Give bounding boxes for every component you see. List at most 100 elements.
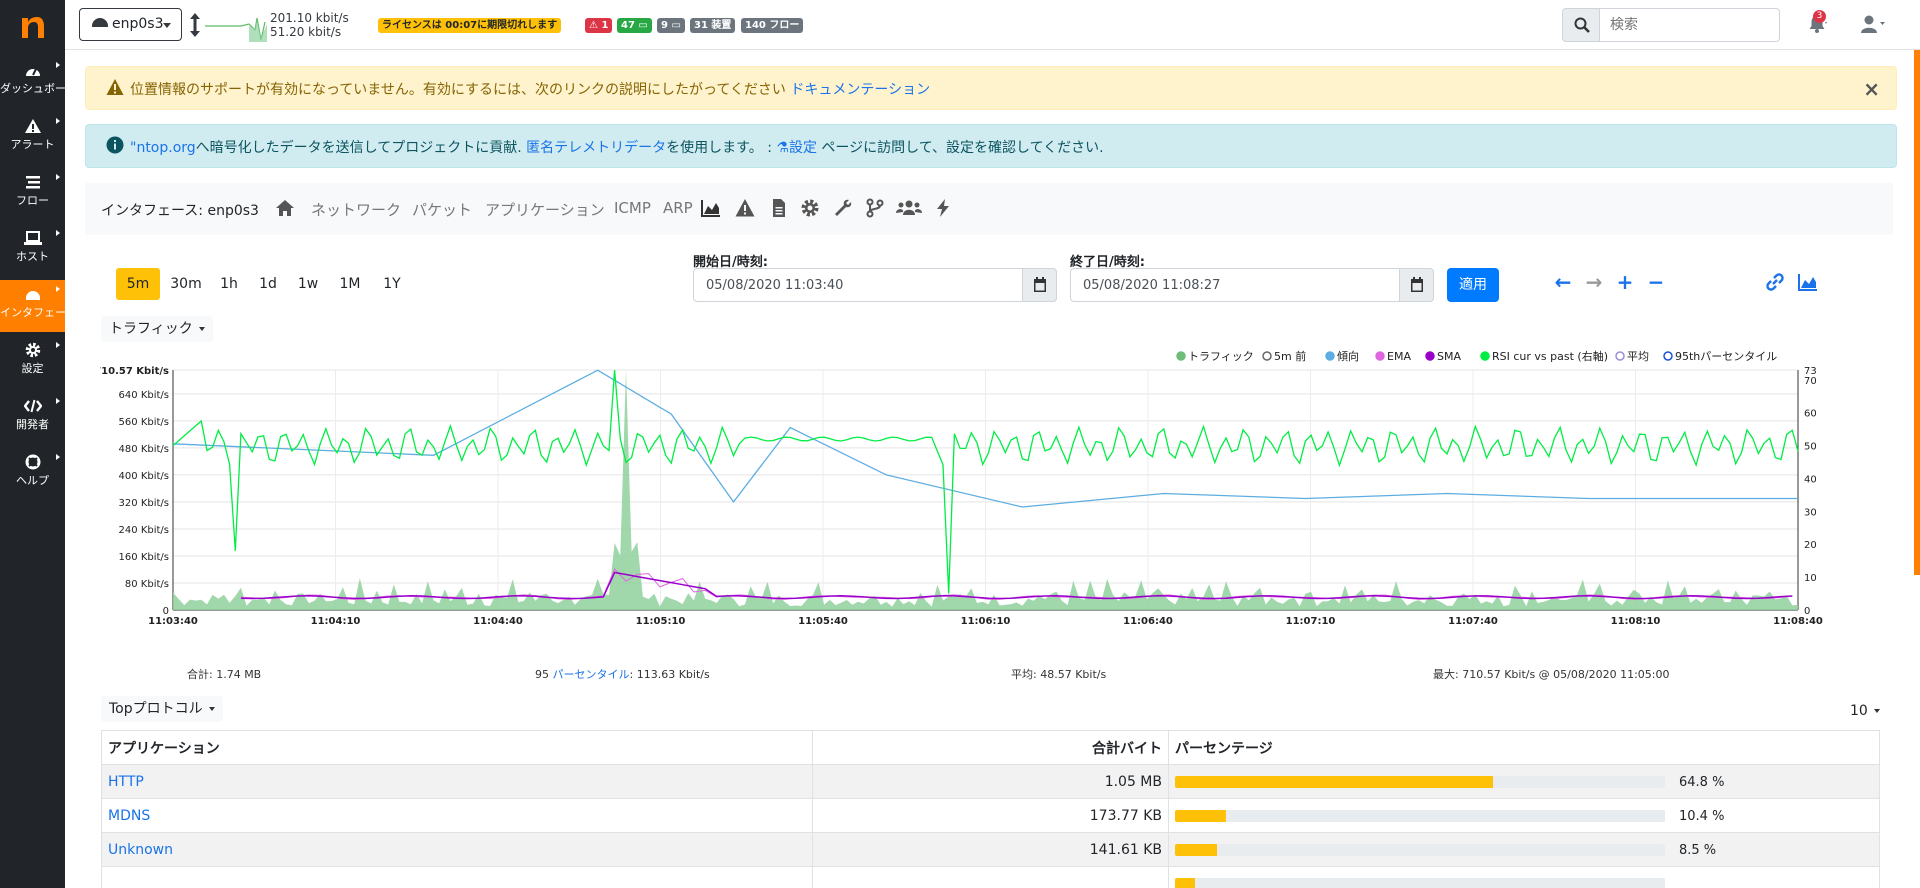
traffic-sparkline (205, 17, 267, 42)
warning-icon (106, 79, 124, 95)
sidebar-item-lifebuoy[interactable]: ヘルプ (0, 448, 65, 500)
y-tick-label: 80 Kbit/s (125, 579, 169, 590)
warning-icon[interactable] (735, 198, 755, 218)
ethernet-icon (92, 18, 108, 27)
ntop-org-link[interactable]: "ntop.org (130, 140, 196, 156)
devices-badge[interactable]: 31 装置 (690, 18, 736, 33)
search-input[interactable] (1599, 8, 1780, 42)
interface-selector[interactable]: enp0s3 (79, 8, 182, 41)
zoom-in-icon[interactable]: + (1616, 270, 1634, 294)
bolt-icon[interactable] (933, 198, 953, 218)
home-icon[interactable] (275, 198, 295, 218)
stat-p95-value: : 113.63 Kbit/s (629, 668, 710, 681)
application-link[interactable]: HTTP (108, 773, 144, 790)
legend-marker (1480, 351, 1490, 361)
range-1M-button[interactable]: 1M (339, 276, 361, 292)
percentile-link[interactable]: パーセンタイル (552, 668, 630, 681)
page-scrollbar[interactable] (1914, 50, 1920, 575)
percentage-bar (1175, 809, 1665, 822)
table-row[interactable]: Unknown 141.61 KB 8.5 % (101, 832, 1880, 867)
flows-badge[interactable]: 140 フロー (741, 18, 804, 33)
sidebar-item-code[interactable]: 開発者 (0, 392, 65, 444)
telemetry-link[interactable]: 匿名テレメトリデータ (526, 140, 667, 156)
sidebar-item-label: フロー (16, 194, 49, 207)
application-link[interactable]: MDNS (108, 807, 151, 824)
percentage-bar-fill (1175, 809, 1226, 822)
percentage-bar (1175, 877, 1665, 888)
info-message: "ntop.orgへ暗号化したデータを送信してプロジェクトに貢献. 匿名テレメト… (130, 137, 1104, 157)
start-date-input[interactable] (693, 268, 1023, 302)
code-branch-icon[interactable] (865, 198, 885, 218)
end-calendar-button[interactable] (1399, 268, 1434, 302)
page-size-dropdown[interactable]: 10 (1842, 698, 1888, 724)
table-row[interactable]: HTTP 1.05 MB 64.8 % (101, 764, 1880, 799)
tab-network[interactable]: ネットワーク (311, 201, 402, 219)
x-tick-label: 11:05:40 (798, 616, 848, 627)
range-5m-button[interactable]: 5m (116, 268, 160, 300)
range-1d-button[interactable]: 1d (259, 276, 277, 292)
sidebar-item-laptop[interactable]: ホスト (0, 224, 65, 276)
calendar-icon (1411, 277, 1423, 292)
caret-right-icon (56, 454, 60, 460)
caret-down-icon (208, 707, 215, 711)
local-hosts-badge[interactable]: 47 ▭ (617, 18, 652, 33)
end-date-label: 終了日/時刻: (1070, 255, 1145, 270)
tab-applications[interactable]: アプリケーション (485, 201, 605, 219)
telemetry-info-alert: "ntop.orgへ暗号化したデータを送信してプロジェクトに貢献. 匿名テレメト… (85, 124, 1897, 168)
range-1h-button[interactable]: 1h (220, 276, 238, 292)
table-row[interactable]: MDNS 173.77 KB 10.4 % (101, 798, 1880, 833)
license-badge[interactable]: ライセンスは 00:07に期限切れします (378, 18, 562, 33)
table-row[interactable] (101, 866, 1880, 888)
end-date-input[interactable] (1070, 268, 1400, 302)
range-30m-button[interactable]: 30m (170, 276, 202, 292)
area-chart-icon[interactable] (701, 198, 721, 218)
user-icon[interactable] (1861, 14, 1885, 34)
tab-packets[interactable]: パケット (412, 201, 473, 219)
y-tick-label: 160 Kbit/s (119, 552, 169, 563)
zoom-out-icon[interactable]: − (1647, 270, 1665, 294)
close-icon[interactable]: × (1863, 77, 1880, 101)
settings-link[interactable]: ⚗設定 (776, 140, 817, 156)
top-protocols-dropdown[interactable]: Topプロトコル (101, 696, 223, 722)
settings-link-label: 設定 (788, 140, 817, 156)
ntopng-logo[interactable] (14, 8, 50, 44)
y2-tick-label: 30 (1804, 507, 1817, 518)
users-icon[interactable] (896, 198, 922, 218)
y-tick-label: 320 Kbit/s (119, 498, 169, 509)
range-1w-button[interactable]: 1w (297, 276, 319, 292)
document-icon[interactable] (769, 198, 789, 218)
wrench-icon[interactable] (833, 198, 853, 218)
warning-icon (24, 119, 41, 133)
sidebar-item-warning[interactable]: アラート (0, 112, 65, 164)
sidebar-item-gear[interactable]: 設定 (0, 336, 65, 388)
documentation-link[interactable]: ドキュメンテーション (790, 82, 931, 98)
range-1Y-button[interactable]: 1Y (383, 276, 401, 292)
sidebar-item-label: ヘルプ (16, 474, 49, 487)
gear-icon[interactable] (800, 198, 820, 218)
application-link[interactable]: Unknown (108, 841, 173, 858)
sidebar-item-ethernet[interactable]: インタフェース (0, 280, 65, 332)
apply-button[interactable]: 適用 (1447, 268, 1499, 302)
start-calendar-button[interactable] (1022, 268, 1057, 302)
sidebar-item-dashboard[interactable]: ダッシュボード (0, 56, 65, 108)
sidebar-item-stream[interactable]: フロー (0, 168, 65, 220)
traffic-dropdown-label: トラフィック (109, 321, 193, 337)
sidebar: ダッシュボードアラートフローホストインタフェース設定開発者ヘルプ (0, 0, 65, 888)
remote-hosts-badge[interactable]: 9 ▭ (657, 18, 685, 33)
traffic-dropdown[interactable]: トラフィック (101, 316, 213, 342)
column-header-application[interactable]: アプリケーション (101, 730, 813, 765)
cell-application: MDNS (101, 798, 813, 833)
warning-message: 位置情報のサポートが有効になっていません。有効にするには、次のリンクの説明にした… (130, 79, 930, 99)
column-header-percentage[interactable]: パーセンテージ (1168, 730, 1880, 765)
tab-icmp[interactable]: ICMP (614, 199, 651, 217)
column-header-bytes[interactable]: 合計バイト (812, 730, 1169, 765)
alerts-badge[interactable]: ⚠ 1 (585, 18, 613, 33)
tab-arp[interactable]: ARP (663, 199, 693, 217)
arrow-right-icon[interactable]: → (1585, 270, 1603, 294)
link-icon[interactable] (1765, 272, 1785, 292)
arrow-left-icon[interactable]: ← (1554, 270, 1572, 294)
search-button[interactable] (1562, 8, 1600, 42)
search-icon (1574, 17, 1590, 33)
area-chart-icon[interactable] (1798, 272, 1818, 292)
percentage-bar-fill (1175, 877, 1195, 888)
